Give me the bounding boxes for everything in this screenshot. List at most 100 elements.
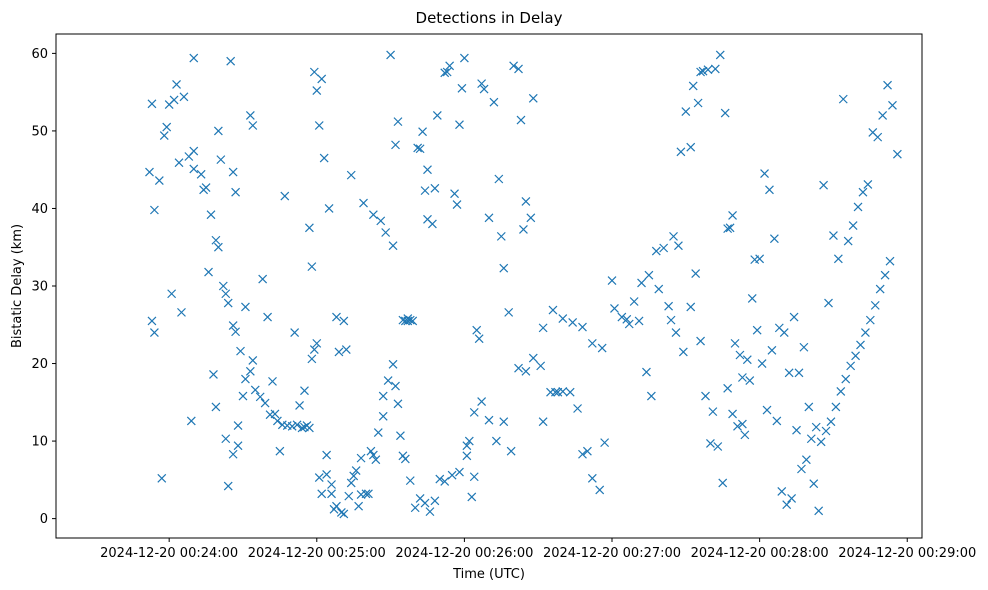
data-point (892, 149, 902, 159)
data-point (378, 391, 388, 401)
data-point (319, 153, 329, 163)
data-point (199, 185, 209, 195)
data-point (578, 322, 587, 332)
data-point (829, 231, 838, 241)
data-point (474, 334, 484, 344)
data-point (263, 312, 273, 322)
data-point (528, 353, 538, 363)
data-point (765, 185, 774, 195)
data-point (728, 211, 737, 220)
data-point (816, 437, 826, 447)
data-point (654, 284, 664, 294)
data-point (255, 392, 265, 402)
data-point (499, 417, 509, 427)
data-point (346, 478, 356, 488)
data-point (762, 405, 772, 415)
data-point (841, 374, 851, 384)
data-point (666, 315, 676, 325)
data-point (784, 368, 794, 378)
y-tick-label: 60 (31, 47, 48, 62)
data-point (737, 373, 747, 382)
data-point (430, 496, 440, 506)
data-point (371, 455, 381, 465)
data-point (339, 316, 349, 326)
data-point (799, 342, 809, 352)
data-point (408, 316, 418, 326)
data-point (393, 399, 403, 409)
data-point (216, 155, 226, 165)
data-point (425, 507, 435, 517)
data-point (769, 234, 779, 244)
data-point (248, 121, 258, 130)
data-point (189, 164, 199, 174)
data-point (728, 409, 737, 419)
data-point (538, 323, 548, 333)
data-point (742, 355, 752, 365)
data-point (789, 312, 799, 322)
data-point (450, 189, 459, 199)
data-point (334, 347, 344, 357)
data-point (292, 420, 302, 430)
data-point (400, 454, 410, 464)
data-point (870, 300, 880, 310)
data-point (514, 64, 523, 74)
data-point (218, 281, 228, 291)
data-point (442, 67, 452, 77)
data-point (368, 450, 378, 460)
data-point (851, 351, 860, 361)
data-point (423, 165, 432, 175)
data-point (607, 276, 617, 285)
data-point (236, 346, 245, 356)
data-point (418, 127, 427, 137)
data-point (184, 152, 194, 161)
data-point (304, 423, 314, 433)
data-point (477, 397, 487, 406)
y-axis: 0 10 20 30 40 50 60 (31, 47, 56, 527)
data-point (782, 500, 792, 510)
data-point (459, 53, 469, 63)
data-point (250, 385, 260, 395)
data-point (843, 236, 853, 246)
data-point (457, 83, 467, 93)
data-point (410, 503, 420, 513)
data-point (558, 314, 568, 323)
data-point (177, 307, 186, 317)
data-point (179, 92, 189, 102)
data-point (322, 450, 332, 460)
data-point (651, 246, 661, 256)
data-point (472, 325, 482, 335)
data-point (558, 387, 568, 396)
data-point (383, 376, 393, 386)
data-point (312, 338, 322, 348)
data-point (846, 361, 856, 371)
data-point (275, 446, 285, 456)
data-point (809, 479, 819, 489)
data-point (698, 66, 708, 76)
data-point (469, 472, 479, 482)
x-tick-label: 2024-12-20 00:27:00 (543, 546, 681, 561)
data-point (381, 228, 391, 237)
data-point (172, 79, 181, 89)
data-point (865, 315, 875, 325)
data-point (538, 417, 548, 427)
data-point (637, 278, 646, 288)
data-point (587, 473, 597, 483)
data-point (405, 476, 415, 486)
data-point (494, 174, 504, 184)
data-point (863, 180, 873, 189)
data-point (521, 197, 531, 206)
data-point (519, 224, 528, 234)
data-point (730, 338, 740, 348)
data-point (327, 480, 336, 489)
data-point (196, 169, 206, 179)
data-point (888, 100, 897, 110)
data-point (147, 316, 157, 326)
data-point (551, 387, 560, 397)
data-point (853, 202, 863, 212)
data-point (435, 474, 445, 484)
data-point (779, 328, 789, 337)
data-point (747, 293, 757, 303)
data-point (154, 176, 164, 185)
data-point (349, 471, 359, 481)
data-point (797, 464, 806, 474)
